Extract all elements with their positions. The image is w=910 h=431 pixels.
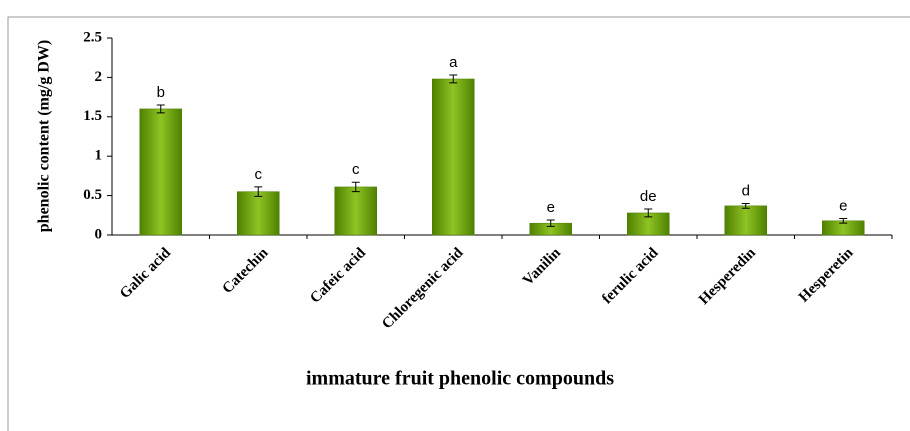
y-tick-label: 0 xyxy=(95,226,103,242)
x-tick-label: Vanilin xyxy=(520,244,564,288)
bar xyxy=(432,78,475,236)
bar xyxy=(724,205,767,236)
x-tick-label: ferulic acid xyxy=(599,244,662,307)
significance-letter: d xyxy=(742,182,750,199)
y-axis-label: phenolic content (mg/g DW) xyxy=(36,40,53,232)
y-tick-label: 2.5 xyxy=(83,29,102,45)
y-tick-label: 2 xyxy=(95,69,103,85)
bar xyxy=(237,191,280,236)
x-tick-label: Hesperedin xyxy=(696,244,759,307)
bar xyxy=(139,108,182,236)
significance-letter: a xyxy=(449,54,458,71)
significance-letter: e xyxy=(839,197,847,214)
error-bar xyxy=(741,202,750,209)
y-tick-label: 1.5 xyxy=(83,108,102,124)
error-bar xyxy=(449,74,458,84)
significance-letter: b xyxy=(157,84,165,101)
frame xyxy=(7,16,910,431)
error-bar xyxy=(644,208,653,218)
significance-letter: e xyxy=(547,199,555,216)
x-tick-label: Catechin xyxy=(220,244,272,296)
x-tick-label: Galic acid xyxy=(117,244,174,301)
x-tick-label: Hesperetin xyxy=(796,244,857,305)
error-bar xyxy=(254,186,263,197)
y-tick-label: 1 xyxy=(95,148,103,164)
error-bar xyxy=(839,217,848,224)
significance-letter: c xyxy=(255,166,263,183)
x-tick-label: Chloregenic acid xyxy=(379,244,467,332)
error-bar xyxy=(546,219,555,227)
x-axis-label: immature fruit phenolic compounds xyxy=(306,368,614,390)
significance-letter: c xyxy=(352,161,360,178)
error-bar xyxy=(156,104,165,114)
significance-letter: de xyxy=(640,188,657,205)
y-tick-label: 0.5 xyxy=(83,187,102,203)
x-tick-label: Cafeic acid xyxy=(307,244,369,306)
bar xyxy=(334,186,377,236)
error-bar xyxy=(351,181,360,193)
